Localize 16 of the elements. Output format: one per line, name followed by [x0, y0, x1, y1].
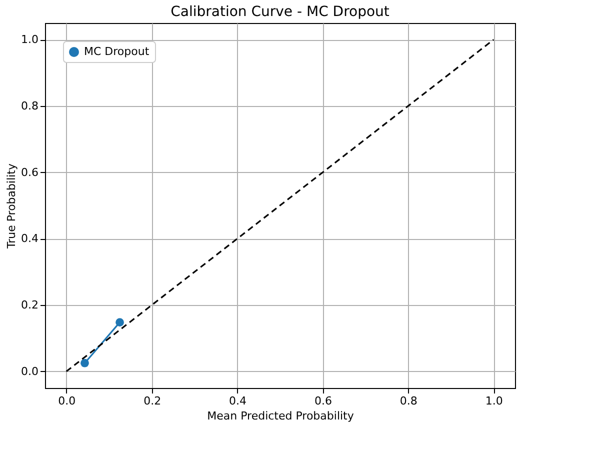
y-tick-label: 0.8: [21, 99, 38, 112]
y-tick-label: 0.2: [21, 298, 38, 312]
y-tick-label: 0.0: [21, 364, 38, 378]
y-tick-label: 1.0: [21, 33, 38, 46]
x-axis-title: Mean Predicted Probability: [207, 410, 354, 422]
y-tick-label: 0.4: [21, 232, 38, 246]
chart-title: Calibration Curve - MC Dropout: [170, 4, 390, 20]
x-tick-label: 0.0: [58, 394, 76, 408]
x-tick-label: 0.8: [400, 394, 418, 408]
x-tick-label: 0.2: [144, 394, 162, 408]
y-tick-label: 0.6: [21, 166, 38, 179]
x-tick-label: 0.6: [314, 394, 332, 408]
legend-label: MC Dropout: [84, 45, 150, 58]
y-axis-title: True Probability: [5, 163, 18, 250]
x-tick-label: 1.0: [485, 394, 503, 408]
x-tick-label: 0.4: [229, 394, 247, 408]
